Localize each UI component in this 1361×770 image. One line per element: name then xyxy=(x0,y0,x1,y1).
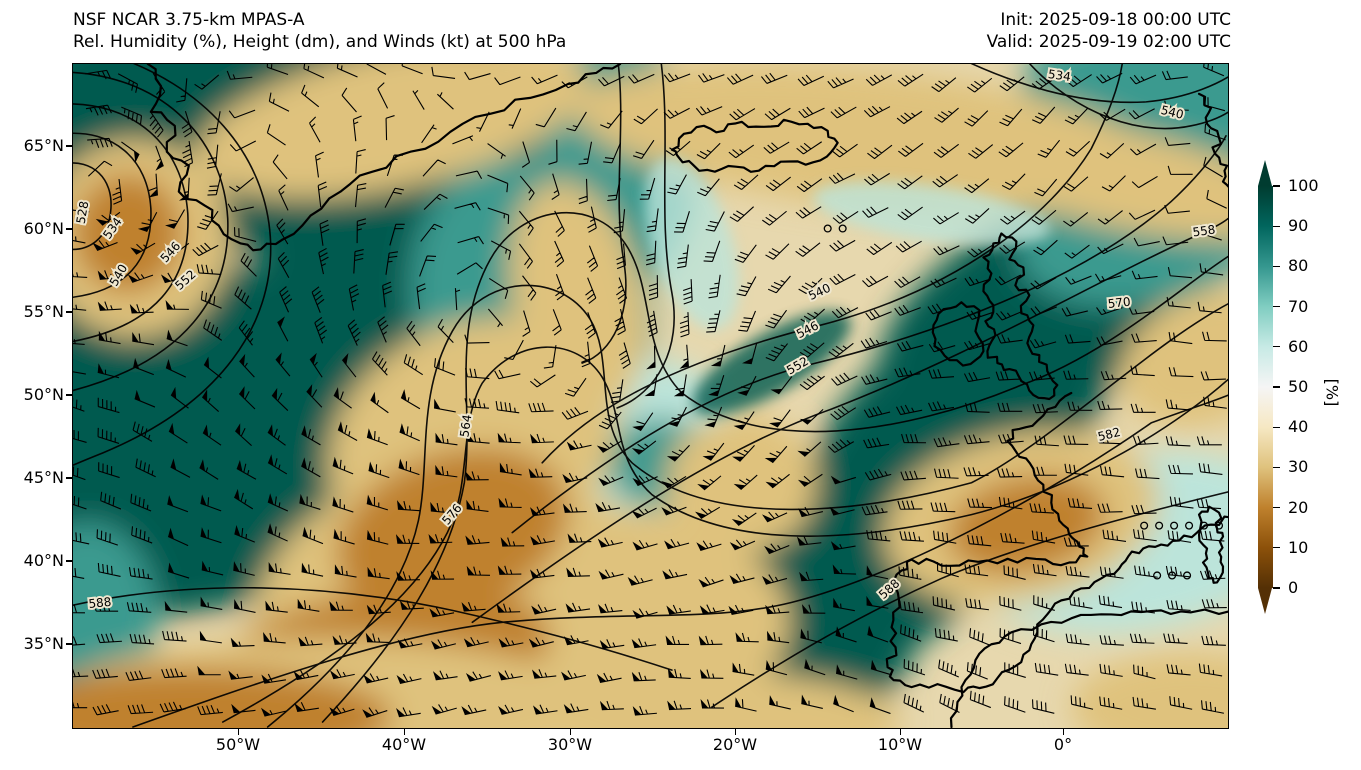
y-tick-mark xyxy=(66,311,72,313)
coastline xyxy=(1197,505,1225,584)
init-time-label: Init: 2025-09-18 00:00 UTC xyxy=(1000,10,1231,30)
x-tick-label: 20°W xyxy=(712,735,758,754)
contour-label: 558 xyxy=(1192,222,1217,239)
y-tick-label: 50°N xyxy=(23,385,64,404)
colorbar xyxy=(1258,186,1273,588)
calm-wind-icon xyxy=(1140,521,1149,530)
x-tick-mark xyxy=(899,729,901,735)
calm-wind-icon xyxy=(838,224,847,233)
colorbar-tick-mark xyxy=(1273,466,1280,469)
calm-wind-icon xyxy=(1214,521,1224,530)
contour-label: 564 xyxy=(457,414,474,439)
colorbar-tick-label: 50 xyxy=(1288,377,1309,396)
contour-label: 588 xyxy=(88,595,112,611)
colorbar-tick-label: 40 xyxy=(1288,417,1309,437)
y-tick-label: 45°N xyxy=(23,468,64,487)
contour-label: 528 xyxy=(74,200,92,225)
coastline xyxy=(949,608,1228,728)
valid-time-label: Valid: 2025-09-19 02:00 UTC xyxy=(986,32,1231,52)
wind-barb-layer xyxy=(73,64,1227,718)
humidity-accent-layer xyxy=(644,157,1051,415)
colorbar-tick-label: 0 xyxy=(1288,578,1299,597)
colorbar-tick-label: 90 xyxy=(1288,216,1309,236)
colorbar-tick-label: 70 xyxy=(1288,296,1309,316)
calm-wind-icon xyxy=(1199,521,1209,530)
contour-label: 582 xyxy=(1096,425,1122,444)
y-tick-label: 65°N xyxy=(23,136,64,155)
y-tick-mark xyxy=(66,477,72,479)
colorbar-tick-mark xyxy=(1273,506,1280,509)
y-tick-label: 40°N xyxy=(23,551,64,570)
calm-wind-icon xyxy=(1185,521,1194,530)
colorbar-units-label: [%] xyxy=(1322,378,1342,407)
y-tick-mark xyxy=(66,394,72,396)
map-plot-area: 528 534 540 546 552 534 540 540 546 552 558 570 582 5… xyxy=(72,63,1229,729)
coastline xyxy=(982,232,1059,401)
y-tick-mark xyxy=(66,643,72,645)
colorbar-tick-mark xyxy=(1273,225,1280,227)
colorbar-tick-mark xyxy=(1273,265,1280,268)
contour-label: 570 xyxy=(1107,295,1131,311)
y-tick-label: 60°N xyxy=(23,219,64,238)
x-tick-label: 10°W xyxy=(877,735,923,754)
colorbar-bottom-arrow xyxy=(1258,588,1272,614)
colorbar-tick-mark xyxy=(1273,346,1280,348)
x-tick-label: 50°W xyxy=(215,735,261,754)
colorbar-tick-label: 10 xyxy=(1288,537,1309,557)
x-tick-mark xyxy=(734,729,736,735)
y-tick-mark xyxy=(66,560,72,562)
map-canvas: 5285345405465525345405405465525585705825… xyxy=(73,64,1228,728)
coastline xyxy=(885,391,1228,694)
coastline xyxy=(670,118,839,173)
coastline xyxy=(146,64,622,252)
calm-wind-icon xyxy=(1168,571,1177,580)
calm-wind-icon xyxy=(1170,521,1179,530)
x-tick-label: 0° xyxy=(1053,735,1073,754)
coastline xyxy=(1197,92,1228,188)
x-tick-mark xyxy=(569,729,571,735)
y-tick-label: 35°N xyxy=(23,634,64,653)
chart-subtitle: Rel. Humidity (%), Height (dm), and Wind… xyxy=(73,32,567,52)
x-tick-mark xyxy=(237,729,239,735)
colorbar-tick-label: 30 xyxy=(1288,457,1309,477)
calm-wind-icon xyxy=(1183,571,1192,580)
x-tick-mark xyxy=(403,729,405,735)
x-tick-label: 30°W xyxy=(547,735,593,754)
colorbar-tick-label: 60 xyxy=(1288,336,1309,356)
y-tick-label: 55°N xyxy=(23,302,64,321)
y-tick-mark xyxy=(66,228,72,230)
colorbar-tick-mark xyxy=(1273,547,1280,549)
colorbar-tick-mark xyxy=(1273,386,1280,388)
calm-wind-icon xyxy=(1153,571,1162,580)
colorbar-tick-label: 100 xyxy=(1288,176,1319,195)
y-tick-mark xyxy=(66,145,72,147)
x-tick-mark xyxy=(1062,729,1064,735)
colorbar-tick-mark xyxy=(1273,587,1280,589)
chart-title: NSF NCAR 3.75-km MPAS-A xyxy=(73,10,305,30)
height-contour-layer xyxy=(73,64,1228,728)
colorbar-top-arrow xyxy=(1258,160,1272,186)
colorbar-tick-mark xyxy=(1273,426,1280,428)
contour-label: 534 xyxy=(1047,67,1072,84)
colorbar-tick-mark xyxy=(1273,305,1280,308)
x-tick-label: 40°W xyxy=(381,735,427,754)
wind-barb-shafts xyxy=(73,64,1227,718)
calm-wind-icon xyxy=(1155,521,1164,530)
calm-wind-icon xyxy=(823,224,832,233)
colorbar-tick-mark xyxy=(1273,185,1280,187)
colorbar-tick-label: 20 xyxy=(1288,497,1309,517)
colorbar-tick-label: 80 xyxy=(1288,256,1309,276)
calm-wind-markers xyxy=(823,224,1224,580)
